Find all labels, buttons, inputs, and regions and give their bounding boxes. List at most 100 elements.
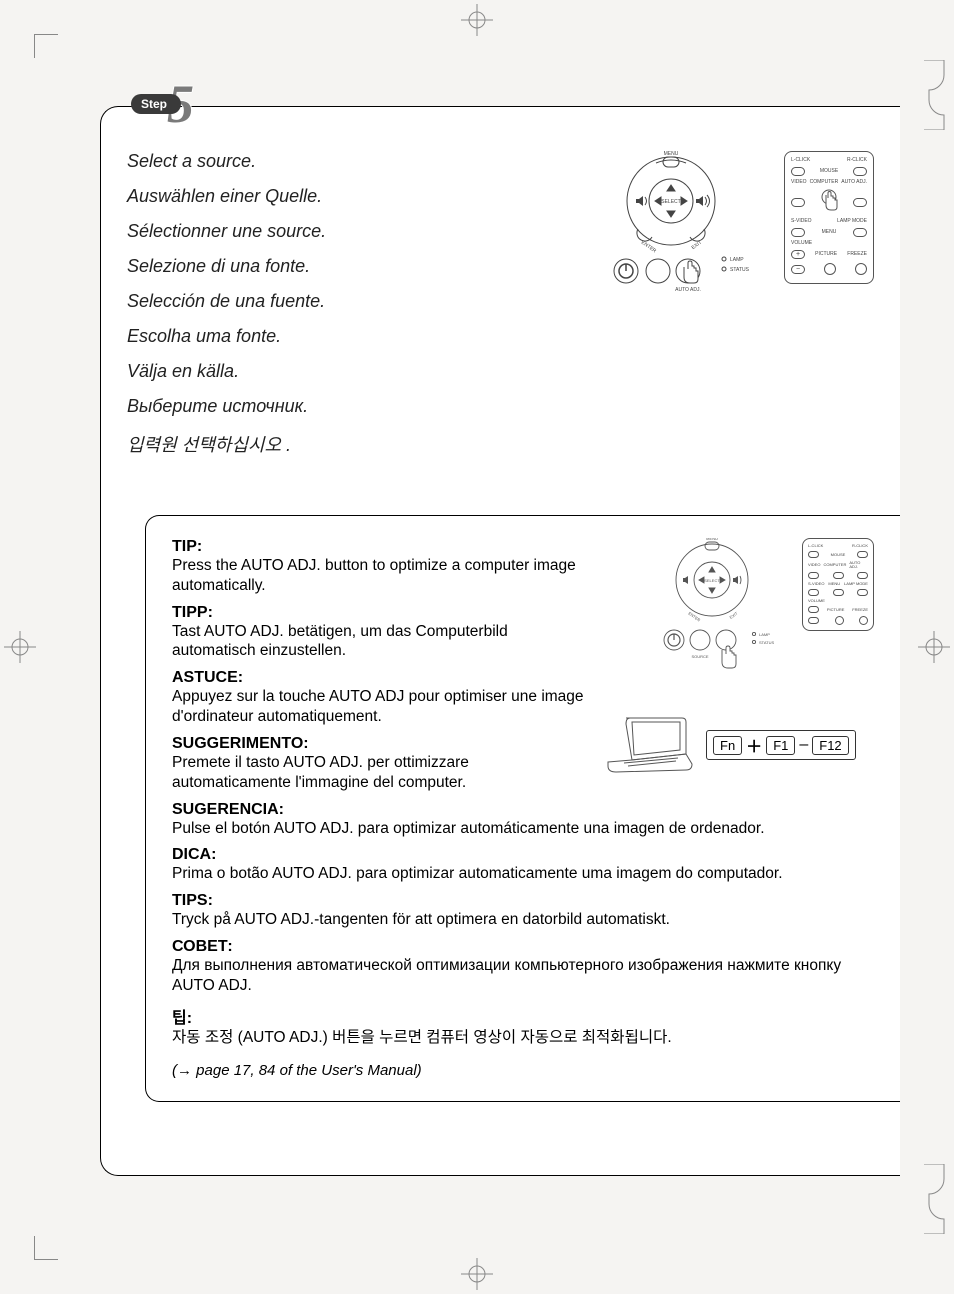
remote-computer-label: COMPUTER [810,180,839,185]
source-ru: Выберите источник. [127,396,504,417]
remote2-video-button [808,572,819,579]
remote-lampmode-button [853,228,867,237]
remote-freeze-label: FREEZE [847,252,867,257]
key-f12: F12 [812,736,848,755]
key-fn: Fn [713,736,742,755]
remote2-picture-button [835,616,844,625]
main-area: Select a source. Auswählen einer Quelle.… [101,107,900,471]
svg-text:SELECT: SELECT [704,578,720,583]
remote2-rclick-label: R-CLICK [852,544,868,548]
key-dash: – [799,736,808,754]
tip-body-0: Press the AUTO ADJ. button to optimize a… [172,556,588,596]
remote2-computer-label: COMPUTER [823,563,846,567]
remote-lclick-label: L-CLICK [791,158,810,163]
tip-heading-7: СОВЕТ: [172,938,874,956]
remote-rclick-button [853,167,867,176]
remote-video-label: VIDEO [791,180,807,185]
tips-full-width: SUGERENCIA:Pulse el botón AUTO ADJ. para… [172,801,874,1048]
tip-heading-1: TIPP: [172,604,588,622]
source-sv: Välja en källa. [127,361,504,382]
crop-mark-tl [34,34,58,58]
tip-heading-3: SUGGERIMENTO: [172,735,588,753]
remote2-menu-button [833,589,844,596]
svg-text:SELECT: SELECT [661,199,680,205]
edge-mark-br [924,1164,954,1234]
remote-diagram-small: L-CLICKR-CLICK MOUSE VIDEOCOMPUTERAUTO A… [802,538,874,631]
remote2-volminus-button [808,617,819,624]
tip-heading-2: ASTUCE: [172,669,588,687]
tip-body-6: Tryck på AUTO ADJ.-tangenten för att opt… [172,910,874,930]
svg-text:LAMP: LAMP [730,257,744,263]
remote-svideo-label: S-VIDEO [791,219,812,224]
tip-body-5: Prima o botão AUTO ADJ. para optimizar a… [172,864,874,884]
remote2-picture-label: PICTURE [827,608,845,612]
hand-icon [816,189,842,215]
control-panel-diagram-small: MENU SELECT ENTER EXIT [650,538,790,688]
remote2-video-label: VIDEO [808,563,820,567]
tip-body-7: Для выполнения автоматической оптимизаци… [172,956,874,996]
remote-autoadj-button [853,198,867,207]
svg-text:EXIT: EXIT [691,240,704,251]
svg-text:LAMP: LAMP [759,632,770,637]
tip-heading-0: TIP: [172,538,588,556]
tip-body-2: Appuyez sur la touche AUTO ADJ pour opti… [172,687,588,727]
remote2-lampmode-label: LAMP MODE [844,582,868,586]
diagram-column-top: MENU SELECT ENTER EXIT [524,151,874,471]
laptop-key-row: Fn ＋ F1 – F12 [604,714,874,776]
source-es: Selección de una fuente. [127,291,504,312]
tip-body-1: Tast AUTO ADJ. betätigen, um das Compute… [172,622,588,662]
remote-mouse-label: MOUSE [808,169,850,174]
tip-heading-6: TIPS: [172,892,874,910]
source-fr: Sélectionner une source. [127,221,504,242]
remote-svideo-button [791,228,805,237]
source-de: Auswählen einer Quelle. [127,186,504,207]
tip-diagram-column: MENU SELECT ENTER EXIT [604,538,874,801]
remote2-freeze-button [859,616,868,625]
source-en: Select a source. [127,151,504,172]
svg-text:MENU: MENU [664,151,679,157]
remote-lclick-button [791,167,805,176]
svg-text:AUTO ADJ.: AUTO ADJ. [675,287,701,293]
remote2-lclick-button [808,551,819,558]
remote-picture-label: PICTURE [815,252,837,257]
remote-freeze-button [855,263,867,275]
key-plus: ＋ [746,733,762,757]
remote2-computer-button [833,572,844,579]
registration-mark-left [0,627,40,667]
source-pt: Escolha uma fonte. [127,326,504,347]
registration-mark-bottom [457,1254,497,1294]
remote-autoadj-label: AUTO ADJ. [841,180,867,185]
source-it: Selezione di una fonte. [127,256,504,277]
svg-text:MENU: MENU [706,538,718,541]
remote-volminus-button: − [791,265,805,274]
remote2-rclick-button [857,551,868,558]
registration-mark-top [457,0,497,40]
key-f1: F1 [766,736,795,755]
remote-video-button [791,198,805,207]
remote2-lampmode-button [857,589,868,596]
tip-body-3: Premete il tasto AUTO ADJ. per ottimizza… [172,753,588,793]
svg-text:STATUS: STATUS [759,640,775,645]
crop-mark-bl [34,1236,58,1260]
svg-text:SOURCE: SOURCE [691,654,708,659]
remote-picture-button [824,263,836,275]
tip-body-4: Pulse el botón AUTO ADJ. para optimizar … [172,819,874,839]
remote2-autoadj-label: AUTO ADJ. [849,561,868,569]
svg-text:STATUS: STATUS [730,267,750,273]
remote2-freeze-label: FREEZE [852,608,868,612]
remote2-mouse-label: MOUSE [822,553,854,557]
remote2-svideo-button [808,589,819,596]
remote-volplus-button: + [791,250,805,259]
page-reference: (→ page 17, 84 of the User's Manual) [172,1062,874,1079]
remote-lampmode-label: LAMP MODE [837,219,867,224]
svg-text:EXIT: EXIT [728,610,739,620]
tip-heading-8: 팁: [172,1004,874,1028]
registration-mark-right [914,627,954,667]
remote2-autoadj-button [857,572,868,579]
tip-box: TIP:Press the AUTO ADJ. button to optimi… [145,515,900,1102]
tip-body-8: 자동 조정 (AUTO ADJ.) 버튼을 누르면 컴퓨터 영상이 자동으로 최… [172,1028,874,1048]
source-ko: 입력원 선택하십시오 . [127,431,504,457]
svg-text:ENTER: ENTER [687,611,701,623]
remote-diagram: L-CLICK R-CLICK MOUSE VIDEO COMPUTER AUT… [784,151,874,284]
remote2-volume-label: VOLUME [808,599,825,603]
